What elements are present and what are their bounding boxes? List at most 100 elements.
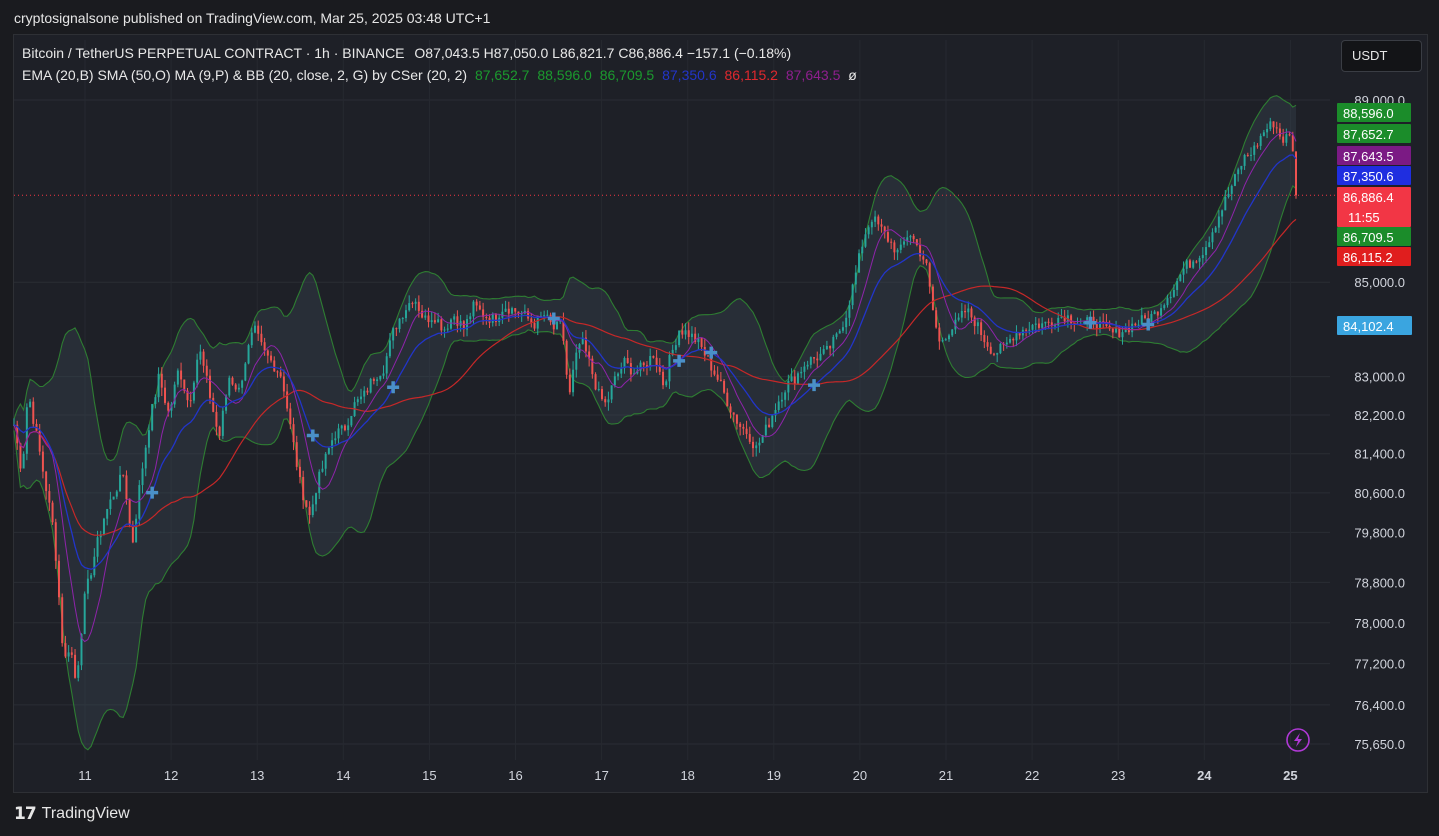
candle-body <box>170 404 173 411</box>
candle-body <box>475 301 478 306</box>
candle-body <box>128 499 131 525</box>
y-tick-label: 76,400.0 <box>1354 698 1405 713</box>
candle-body <box>1115 327 1118 333</box>
candle-body <box>1025 329 1028 331</box>
candle-body <box>382 373 385 376</box>
candle-body <box>1198 258 1201 262</box>
candle-body <box>1131 323 1134 333</box>
candle-body <box>752 441 754 449</box>
candle-body <box>501 311 504 318</box>
y-tick-label: 78,000.0 <box>1354 616 1405 631</box>
candle-body <box>430 320 433 323</box>
tradingview-logo-icon: 𝟭𝟳 <box>14 804 37 823</box>
x-tick-label: 13 <box>250 768 264 783</box>
candle-body <box>360 396 363 400</box>
candle-body <box>395 328 398 330</box>
y-tick-label: 80,600.0 <box>1354 486 1405 501</box>
candle-body <box>665 381 668 386</box>
currency-button[interactable]: USDT <box>1341 40 1422 72</box>
candle-body <box>957 317 960 320</box>
candle-body <box>764 424 767 436</box>
candle-body <box>151 404 154 431</box>
candle-body <box>1086 317 1089 323</box>
candle-body <box>610 385 613 400</box>
candle-body <box>896 249 899 253</box>
candle-body <box>469 316 472 320</box>
candle-body <box>453 316 456 320</box>
candle-body <box>472 301 475 317</box>
candle-body <box>1092 316 1095 324</box>
candle-body <box>992 353 995 355</box>
indicator-settings-icon[interactable]: ø <box>848 67 857 83</box>
candle-body <box>543 315 546 317</box>
candle-body <box>626 358 629 364</box>
y-tick-label: 82,200.0 <box>1354 408 1405 423</box>
candle-body <box>1237 169 1240 175</box>
candle-body <box>427 315 430 323</box>
candle-body <box>61 597 64 644</box>
candle-body <box>903 241 906 245</box>
candle-body <box>221 410 224 436</box>
candle-body <box>96 537 99 557</box>
candle-body <box>700 337 703 347</box>
candle-body <box>642 362 645 366</box>
candle-body <box>867 227 870 235</box>
candle-body <box>1041 323 1044 328</box>
signal-cross-marker <box>146 486 159 499</box>
candle-body <box>970 308 973 318</box>
candle-body <box>1169 296 1172 299</box>
candle-body <box>613 376 616 386</box>
footer-brand[interactable]: 𝟭𝟳 TradingView <box>14 804 130 824</box>
candle-body <box>1095 323 1098 329</box>
indicator-value-2: 88,596.0 <box>537 67 592 83</box>
publisher-line: cryptosignalsone published on TradingVie… <box>14 10 491 26</box>
candle-body <box>32 401 35 424</box>
candle-body <box>1172 289 1175 297</box>
candle-body <box>1269 121 1272 129</box>
candle-body <box>440 319 443 331</box>
candle-body <box>424 315 427 318</box>
candle-body <box>748 434 751 442</box>
candle-body <box>591 358 594 375</box>
indicator-value-3: 86,709.5 <box>599 67 655 83</box>
candle-body <box>462 321 465 330</box>
indicator-title: EMA (20,B) SMA (50,O) MA (9,P) & BB (20,… <box>22 67 468 83</box>
chart-frame[interactable] <box>13 34 1428 793</box>
lightning-icon[interactable] <box>1286 728 1310 752</box>
candle-body <box>298 466 301 477</box>
x-tick-label: 14 <box>336 768 350 783</box>
candle-body <box>257 325 260 334</box>
candle-body <box>263 342 266 351</box>
candle-body <box>822 349 825 354</box>
indicator-value-4: 87,350.6 <box>662 67 717 83</box>
x-tick-label: 18 <box>680 768 694 783</box>
candle-body <box>318 471 321 494</box>
indicator-header[interactable]: EMA (20,B) SMA (50,O) MA (9,P) & BB (20,… <box>22 67 857 83</box>
candle-body <box>494 314 497 323</box>
candle-body <box>874 216 877 222</box>
candle-body <box>164 387 167 403</box>
candle-body <box>951 329 954 336</box>
candle-body <box>125 475 128 500</box>
candle-body <box>996 353 999 355</box>
candle-body <box>1253 145 1256 155</box>
candle-body <box>1063 316 1066 322</box>
candle-body <box>870 221 873 228</box>
candle-body <box>552 322 555 330</box>
candle-body <box>1009 338 1012 343</box>
price-badge-countdown: 11:55 <box>1348 210 1380 225</box>
candle-body <box>941 339 944 342</box>
candle-body <box>19 443 22 469</box>
candle-body <box>77 665 80 678</box>
candle-body <box>115 491 118 497</box>
candle-body <box>1201 255 1204 259</box>
candle-body <box>485 316 488 318</box>
x-tick-label: 25 <box>1283 768 1297 783</box>
price-badge <box>1337 146 1411 165</box>
candle-body <box>1291 135 1294 152</box>
candle-body <box>1047 321 1050 323</box>
signal-cross-marker <box>1142 318 1155 331</box>
candle-body <box>514 308 517 312</box>
candle-body <box>109 499 112 510</box>
